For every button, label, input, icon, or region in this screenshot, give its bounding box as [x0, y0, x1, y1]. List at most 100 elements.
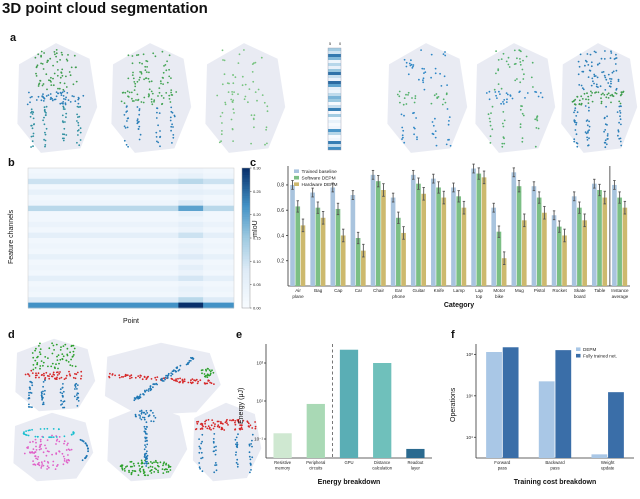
- pointcloud-background: [387, 43, 468, 153]
- table-pointcloud: [192, 402, 262, 482]
- tick-label: Ear: [395, 288, 403, 293]
- tick-label: Rocket: [552, 288, 567, 293]
- bar: [451, 187, 456, 286]
- bar: [406, 448, 425, 458]
- bar: [370, 174, 376, 286]
- bar: [511, 172, 517, 286]
- tick-label: 10³: [256, 361, 263, 366]
- tick-label: update: [601, 466, 615, 471]
- panel-b-heatmap: 0.30 0.25 0.20 0.15 0.10 0.05 0.00: [27, 166, 262, 311]
- figure-title: 3D point cloud segmentation: [2, 0, 208, 17]
- bar: [491, 207, 497, 286]
- bar: [396, 217, 401, 286]
- panel-label-b: b: [8, 157, 15, 169]
- bar: [481, 177, 487, 286]
- bar: [591, 183, 597, 286]
- tick-label: board: [574, 294, 586, 299]
- pointcloud-background: [111, 43, 192, 153]
- bar: [350, 195, 356, 286]
- pointcloud-background: [205, 43, 286, 153]
- bar: [339, 349, 359, 458]
- tick-label: 0.4: [277, 233, 284, 239]
- bar: [315, 207, 321, 286]
- tick-label: 10⁴: [466, 435, 473, 440]
- bar: [591, 454, 608, 458]
- bar: [617, 197, 622, 286]
- chair-pointcloud-4: [387, 43, 468, 153]
- heatmap-y-axis-label: Feature channels: [8, 209, 15, 264]
- heatmap-cells: [28, 168, 234, 309]
- bar: [290, 184, 295, 286]
- tick-label: Peripheral: [306, 460, 325, 465]
- bar: [496, 231, 502, 286]
- tick-label: plane: [292, 294, 304, 299]
- chair-pointcloud-5: [475, 43, 556, 153]
- bar: [577, 207, 582, 286]
- tick-label: 10¹: [256, 399, 263, 404]
- tick-label: pass: [498, 466, 508, 471]
- tick-label: 0.2: [277, 259, 284, 265]
- bar: [612, 184, 617, 286]
- bar: [597, 190, 602, 286]
- pointcloud-background: [13, 412, 94, 482]
- tick-label: circuits: [309, 465, 322, 470]
- bar: [582, 220, 587, 286]
- pointcloud-background: [17, 43, 98, 153]
- bar: [416, 183, 421, 286]
- legend-label: DEPM: [583, 347, 596, 352]
- tick-label: 10⁶: [466, 393, 473, 398]
- mug-pointcloud: [13, 412, 94, 482]
- bar: [273, 433, 292, 458]
- bar: [602, 197, 608, 286]
- bar: [501, 258, 507, 286]
- tick-label: Bag: [314, 288, 323, 293]
- tick-label: Readout: [407, 460, 424, 465]
- pointcloud-background: [561, 43, 638, 153]
- bar: [531, 186, 537, 286]
- bar: [375, 181, 381, 286]
- bar: [622, 207, 628, 286]
- legend-label: Fully trained net.: [583, 354, 617, 359]
- panel-label-e: e: [236, 329, 243, 341]
- bar: [461, 207, 467, 286]
- bar: [381, 190, 386, 286]
- bar: [556, 226, 562, 286]
- bar: [521, 220, 527, 286]
- legend: DEPM Fully trained net.: [576, 347, 617, 359]
- pointcloud-background: [107, 404, 188, 482]
- tick-label: 10⁸: [466, 352, 473, 357]
- tick-label: Lamp: [453, 288, 465, 293]
- bar: [502, 347, 519, 458]
- tick-label: Weight: [601, 460, 615, 465]
- energy-x-axis-label: Energy breakdown: [317, 479, 381, 486]
- tick-label: Pistol: [534, 288, 545, 293]
- tick-label: Instance: [611, 288, 629, 293]
- panel-label-a: a: [10, 32, 17, 44]
- bar: [436, 187, 441, 286]
- tick-label: 0.25: [253, 189, 262, 194]
- tick-label: 0.10: [253, 259, 262, 264]
- tick-label: 10⁻¹: [254, 437, 263, 442]
- bar: [330, 187, 336, 286]
- tick-label: average: [612, 294, 629, 299]
- bar: [516, 186, 522, 286]
- tick-label: Cap: [334, 288, 343, 293]
- bar: [471, 168, 476, 286]
- tick-label: Distance: [374, 460, 391, 465]
- tick-label: Motor: [493, 288, 505, 293]
- panel-label-c: c: [250, 157, 257, 169]
- pointcloud-background: [475, 43, 556, 153]
- bar: [551, 215, 557, 286]
- tick-label: Table: [594, 288, 605, 293]
- bar: [538, 381, 555, 458]
- tick-label: Chair: [373, 288, 384, 293]
- tick-label: Backward: [545, 460, 565, 465]
- bar: [340, 235, 346, 286]
- chair-pointcloud: [15, 338, 96, 412]
- colorbar-label: 0: [339, 42, 341, 46]
- bar: [421, 193, 427, 286]
- heatmap-x-axis-label: Point: [123, 318, 139, 325]
- tick-label: GPU: [344, 460, 353, 465]
